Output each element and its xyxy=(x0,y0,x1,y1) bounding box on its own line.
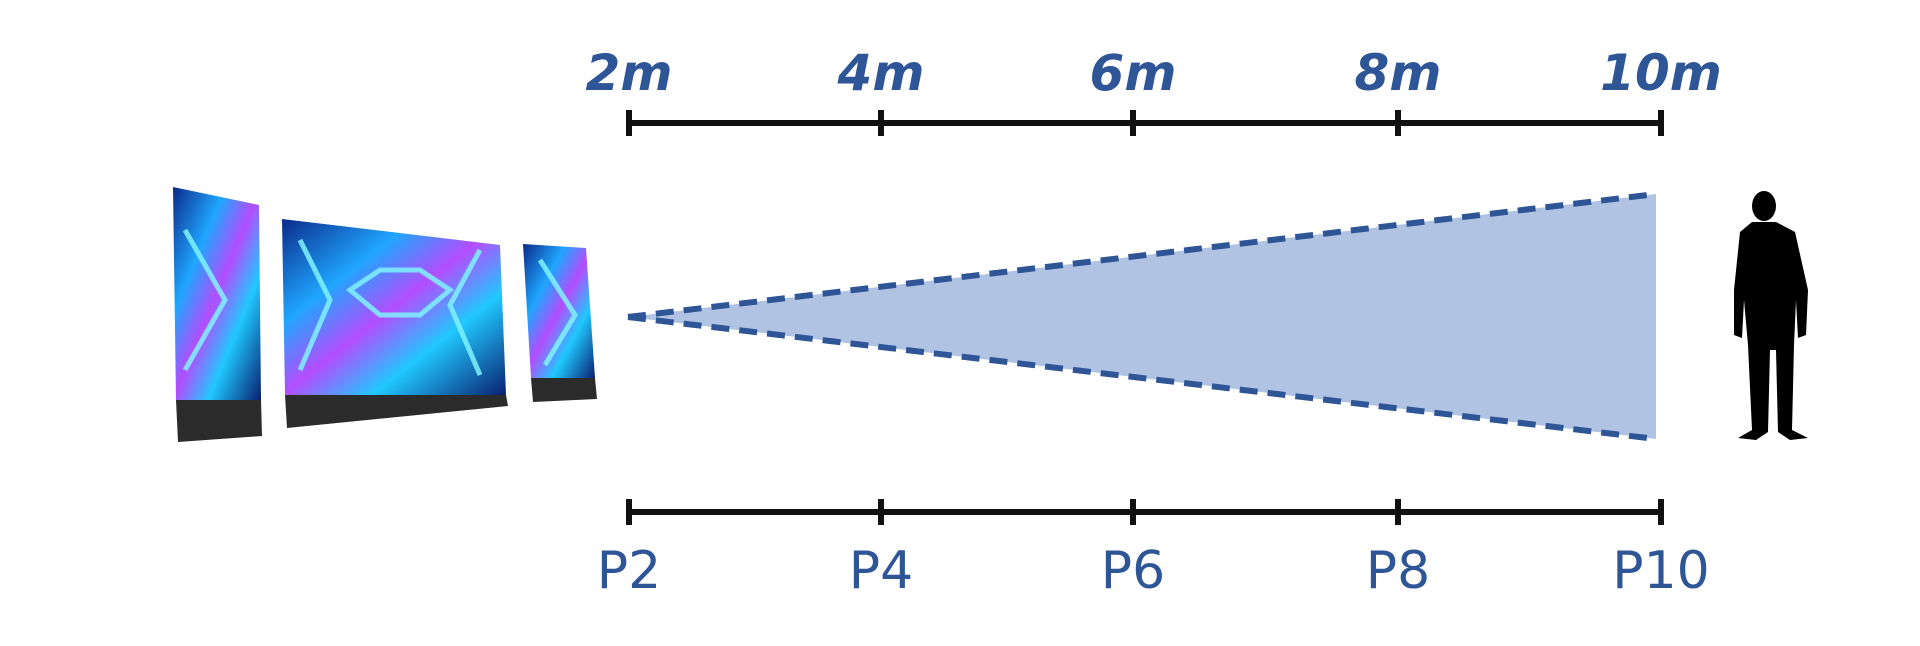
tick-label: P8 xyxy=(1366,541,1430,601)
tick-label: 8m xyxy=(1355,44,1442,102)
screen-base xyxy=(531,378,597,402)
pitch-scale: P2 P4 P6 P8 P10 xyxy=(597,499,1710,601)
screen-panel xyxy=(282,219,506,395)
screen-panel xyxy=(523,244,595,378)
screen-panel xyxy=(173,187,261,400)
tick-label: 10m xyxy=(1600,44,1722,102)
viewing-cone xyxy=(627,191,1657,442)
tick-label: 2m xyxy=(586,44,673,102)
tick-label: 6m xyxy=(1090,44,1177,102)
distance-scale: 2m 4m 6m 8m 10m xyxy=(586,44,1722,136)
tick-label: P10 xyxy=(1612,541,1710,601)
cone-edge xyxy=(627,191,1657,320)
screen-base xyxy=(285,395,508,428)
screen-base xyxy=(176,400,262,442)
tick-label: P6 xyxy=(1101,541,1165,601)
tick-label: P2 xyxy=(597,541,661,601)
cone-fill xyxy=(628,194,1656,439)
led-screens xyxy=(173,187,597,442)
tick-label: 4m xyxy=(837,44,925,102)
person-silhouette xyxy=(1734,191,1808,440)
tick-label: P4 xyxy=(849,541,913,601)
cone-edge xyxy=(627,314,1657,442)
